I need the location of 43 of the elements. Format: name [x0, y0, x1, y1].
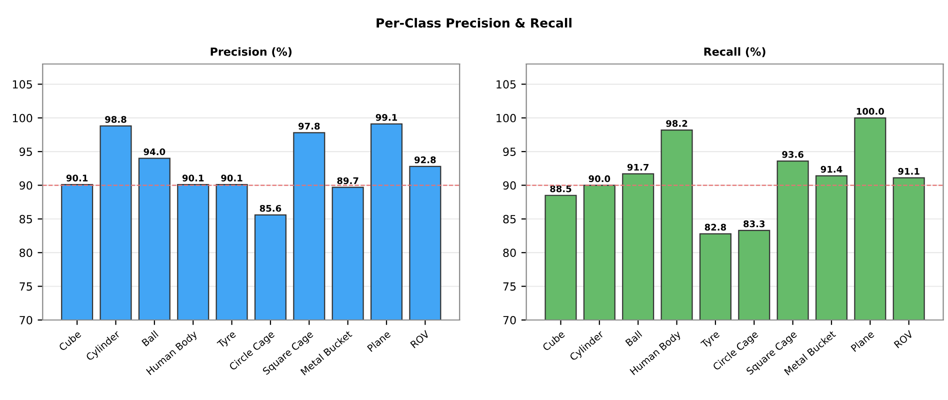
y-tick-label: 75 [503, 282, 516, 291]
data-label: 91.4 [820, 166, 842, 173]
y-tick-label: 85 [20, 214, 32, 224]
y-tick-label: 70 [20, 316, 32, 324]
data-label: 93.6 [782, 151, 804, 158]
x-tick-label: Ball [625, 330, 642, 346]
data-label: 82.8 [704, 224, 726, 231]
y-tick-label: 100 [496, 114, 516, 122]
text: Per-Class Precision & Recall [376, 18, 572, 28]
data-label: 92.8 [414, 156, 436, 164]
data-label: 85.6 [260, 204, 282, 212]
data-label: 91.7 [627, 164, 649, 171]
data-label: 90.1 [182, 174, 204, 182]
data-label: 90.1 [221, 174, 242, 182]
data-label: 90.0 [588, 175, 610, 182]
y-tick-label: 80 [503, 248, 516, 258]
y-tick-label: 105 [12, 80, 32, 89]
y-tick-label: 90 [503, 181, 516, 190]
data-label: 99.1 [376, 114, 398, 121]
y-tick-label: 85 [503, 214, 516, 224]
y-tick-label: 95 [503, 148, 516, 156]
data-label: 90.1 [66, 174, 88, 182]
chart-title: Precision (%) [210, 47, 292, 58]
x-tick-label: Tyre [700, 330, 722, 350]
data-label: 83.3 [744, 220, 765, 228]
y-tick-label: 70 [503, 316, 516, 324]
y-tick-label: 90 [20, 181, 32, 190]
data-label: 98.2 [666, 120, 688, 127]
data-label: 89.7 [337, 177, 358, 184]
x-tick-label: Tyre [216, 330, 238, 350]
y-tick-label: 75 [20, 282, 32, 291]
y-tick-label: 100 [12, 114, 32, 122]
y-tick-label: 105 [496, 80, 516, 89]
data-label: 100.0 [856, 108, 884, 115]
x-tick-label: Ball [141, 330, 159, 346]
y-tick-label: 80 [20, 248, 32, 258]
data-label: 94.0 [144, 148, 166, 156]
data-label: 91.1 [898, 168, 920, 175]
y-tick-label: 95 [20, 148, 32, 156]
data-label: 97.8 [298, 122, 320, 130]
data-label: 98.8 [105, 116, 126, 123]
data-label: 88.5 [550, 185, 572, 192]
chart-title: Recall (%) [704, 47, 766, 58]
